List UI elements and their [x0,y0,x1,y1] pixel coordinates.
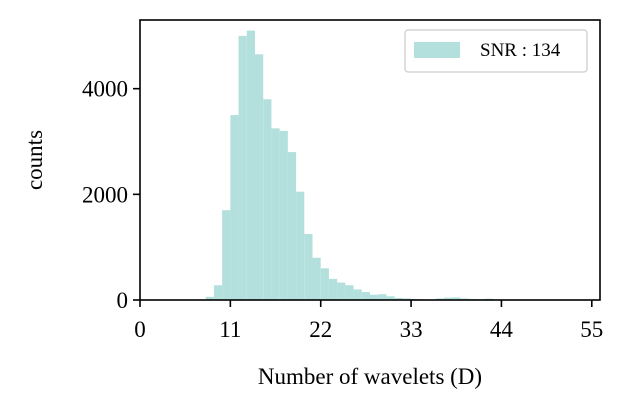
legend-label: SNR : 134 [480,40,561,61]
y-tick-label: 2000 [82,182,128,207]
histogram-bar [279,130,288,300]
y-tick-label: 4000 [82,77,128,102]
legend-swatch [414,42,460,58]
histogram-bar [296,191,305,300]
y-axis: 0 2000 4000 [82,77,140,313]
histogram-bar [378,294,387,300]
histogram-bar [246,30,255,300]
histogram-bar [222,210,231,300]
y-axis-title: counts [22,130,47,190]
histogram-bar [328,278,338,300]
histogram-bar [443,297,453,300]
x-tick-label: 0 [134,317,146,342]
histogram-bar [320,268,329,300]
histogram-bar [271,128,280,300]
x-axis: 0 11 22 33 44 55 [134,300,603,342]
x-axis-title: Number of wavelets (D) [258,364,482,389]
histogram-bar [345,285,354,300]
x-tick-label: 44 [490,317,514,342]
histogram-bar [312,257,321,300]
histogram-bar [394,297,403,300]
histogram-bar [304,233,313,300]
histogram-bar [213,285,223,300]
histogram-bar [370,294,379,300]
histogram-bar [287,152,297,300]
histogram-bar [238,35,247,300]
x-tick-label: 55 [580,317,603,342]
histogram-bars [205,30,510,301]
histogram-bar [263,99,272,300]
histogram-bar [230,115,239,301]
y-tick-label: 0 [117,288,129,313]
histogram-bar [255,54,264,300]
legend: SNR : 134 [404,29,588,73]
legend-box [404,29,588,73]
x-tick-label: 11 [219,317,241,342]
plot-frame [139,19,601,301]
x-tick-label: 22 [309,317,332,342]
histogram-bar [386,296,395,300]
histogram-bar [337,282,346,300]
histogram-bar [361,292,370,300]
histogram-bar [353,289,362,300]
histogram-bar [205,296,214,300]
x-tick-label: 33 [400,317,423,342]
histogram-bar [452,297,461,300]
